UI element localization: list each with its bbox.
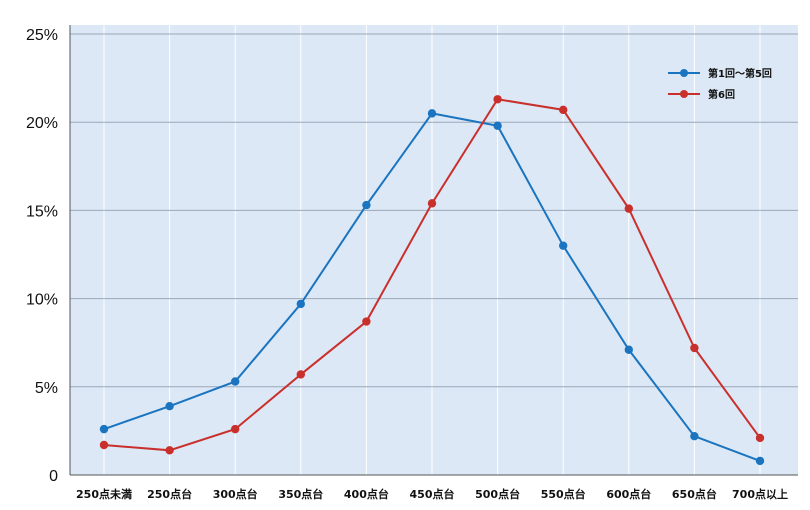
data-point [362,200,371,210]
plot-background [70,25,798,475]
data-point [99,440,109,450]
data-point [690,431,699,441]
x-tick-label: 500点台 [475,487,520,501]
legend-item-0: 第1回～第5回 [668,67,772,80]
x-tick-label: 450点台 [410,487,455,501]
x-tick-label: 250点未満 [76,487,132,501]
x-tick-label: 250点台 [147,487,192,501]
data-point [690,343,699,353]
series-1 [99,95,765,455]
legend-label: 第6回 [708,88,735,101]
series-layer [99,95,765,466]
y-axis-ticks: 0 5% 10% 15% 20% 25% [26,27,58,485]
data-point [165,446,174,455]
series-0 [99,109,765,466]
data-point [624,345,633,354]
data-point [559,105,568,115]
x-tick-label: 550点台 [541,487,586,501]
x-axis-ticks: 250点未満 250点台 300点台 350点台 400点台 450点台 500点台 550点… [76,487,788,501]
data-point [493,95,502,104]
y-tick-label: 5% [35,380,58,397]
data-point [493,121,502,130]
legend-swatch-marker [680,69,688,77]
data-point [427,109,437,118]
y-tick-label: 25% [26,27,58,44]
y-tick-label: 10% [26,292,58,309]
data-point [427,199,437,208]
data-point [231,377,240,386]
horizontal-gridlines [70,33,798,388]
y-tick-label: 15% [26,203,58,220]
y-tick-label: 20% [26,115,58,132]
data-point [165,402,174,411]
data-point [296,299,305,309]
data-point [99,424,109,434]
data-point [231,424,240,434]
data-point [559,241,568,250]
x-tick-label: 300点台 [213,487,258,501]
legend-label: 第1回～第5回 [708,67,772,80]
data-point [296,370,305,379]
data-point [755,433,765,443]
x-tick-label: 700点以上 [732,487,788,501]
legend-swatch-marker [680,90,688,98]
data-point [362,317,371,326]
x-tick-label: 400点台 [344,487,389,501]
x-tick-label: 350点台 [278,487,323,501]
data-point [624,204,633,213]
data-point [755,456,765,466]
x-tick-label: 600点台 [606,487,651,501]
legend-item-1: 第6回 [668,88,735,101]
x-tick-label: 650点台 [672,487,717,501]
y-tick-label: 0 [49,468,58,485]
